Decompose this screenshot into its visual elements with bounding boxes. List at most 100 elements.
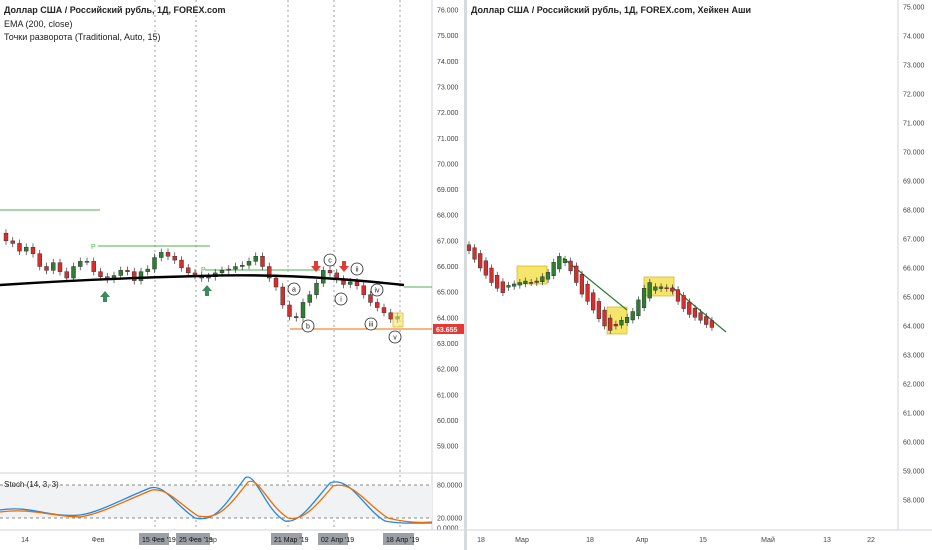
ha-candle — [528, 282, 534, 284]
price-axis-label: 62.000 — [903, 382, 925, 389]
right-chart-pane[interactable]: 75.000 74.000 73.000 72.000 71.000 70.000 69.0… — [467, 0, 932, 550]
candle — [71, 266, 76, 279]
candle — [300, 302, 306, 319]
ha-candle — [540, 276, 545, 282]
price-axis-label: 74.000 — [903, 34, 925, 41]
ha-candle — [709, 320, 714, 328]
stoch-band — [0, 485, 432, 518]
date-tag-label: 21 Мар '19 — [274, 537, 309, 544]
stoch-axis-label: 0.0000 — [437, 526, 459, 533]
wave-label-circle — [301, 319, 315, 333]
wave-label-circle — [364, 317, 378, 331]
pivot-label: P — [91, 244, 96, 251]
wave-label: v — [393, 335, 397, 342]
ha-candle — [545, 272, 551, 280]
stoch-axis-label: 80.0000 — [437, 483, 462, 490]
ha-candle — [512, 283, 517, 287]
candle — [118, 270, 123, 276]
candle — [57, 262, 63, 272]
candle — [267, 266, 272, 279]
price-axis-label: 59.000 — [903, 469, 925, 476]
date-tag-bg — [383, 533, 414, 545]
date-tag-bg — [139, 533, 169, 545]
ha-candle — [467, 244, 471, 251]
candle — [91, 261, 96, 272]
wave-label-circle — [370, 283, 384, 297]
candle — [3, 232, 9, 242]
ha-candle — [608, 317, 613, 331]
left-chart-canvas[interactable]: 76.000 75.000 74.000 73.000 72.000 71.000 70.0… — [0, 0, 466, 550]
candle — [186, 267, 191, 274]
candle — [145, 268, 150, 272]
candle — [307, 294, 312, 303]
candle — [30, 247, 36, 254]
trend-line — [671, 286, 727, 333]
candle — [273, 277, 279, 288]
price-axis-label: 58.000 — [903, 498, 925, 505]
ema-line — [0, 274, 405, 287]
date-tag: 25 Фев '19 — [176, 533, 213, 545]
wave-label-circle — [350, 262, 364, 276]
price-axis-label: 67.000 — [903, 237, 925, 244]
candle — [226, 268, 231, 271]
price-axis-label: 68.000 — [903, 208, 925, 215]
price-axis-label: 64.000 — [437, 315, 459, 322]
price-axis-label: 60.000 — [903, 440, 925, 447]
candle — [233, 266, 238, 270]
stoch-k-line — [0, 476, 433, 524]
time-axis-label: Мар — [515, 537, 529, 544]
pivot-indicator-label[interactable]: Точки разворота (Traditional, Auto, 15) — [4, 32, 161, 42]
candle — [24, 247, 29, 252]
ha-candle — [500, 281, 505, 293]
left-chart-pane[interactable]: 76.000 75.000 74.000 73.000 72.000 71.000 70.0… — [0, 0, 466, 550]
time-axis-label: 18 — [586, 537, 594, 544]
candle — [132, 271, 137, 281]
ha-candle — [591, 292, 596, 311]
stoch-d-line — [0, 480, 433, 524]
price-axis-label: 69.000 — [903, 179, 925, 186]
candle — [159, 252, 164, 258]
price-axis-label: 61.000 — [903, 411, 925, 418]
price-axis-label: 65.000 — [437, 290, 459, 297]
ha-candle — [585, 283, 590, 302]
candle — [381, 307, 387, 313]
price-axis-label: 76.000 — [437, 8, 459, 15]
trend-line — [562, 257, 628, 311]
ha-candle — [478, 253, 483, 269]
candle — [253, 256, 258, 262]
pane-divider[interactable] — [464, 0, 467, 550]
wave-label: b — [306, 324, 310, 331]
price-axis-label: 61.000 — [437, 392, 459, 399]
time-axis-label: 15 — [699, 537, 707, 544]
price-axis-label: 62.000 — [437, 367, 459, 374]
ha-candle — [557, 256, 562, 270]
price-axis-label: 59.000 — [437, 444, 459, 451]
wave-label: a — [292, 287, 296, 294]
price-axis-label: 73.000 — [903, 63, 925, 70]
price-axis-label: 74.000 — [437, 59, 459, 66]
candle — [327, 270, 333, 274]
candle — [368, 294, 373, 303]
price-axis-label: 73.000 — [437, 84, 459, 91]
ema-indicator-label[interactable]: EMA (200, close) — [4, 19, 73, 29]
candle — [84, 261, 90, 263]
ha-candle — [579, 274, 584, 295]
ha-candle — [602, 309, 607, 327]
date-tag: 18 Апр '19 — [383, 533, 419, 545]
left-chart-title: Доллар США / Российский рубль, 1Д, FOREX… — [4, 5, 226, 15]
ha-candle — [489, 267, 494, 283]
stoch-indicator-label[interactable]: Stoch (14, 3, 3) — [4, 480, 59, 489]
candle — [260, 256, 265, 267]
price-axis-label: 60.000 — [437, 418, 459, 425]
candle — [165, 252, 171, 257]
buy-arrow-icon — [202, 285, 212, 296]
ha-candle — [636, 299, 641, 316]
right-chart-canvas[interactable]: 75.000 74.000 73.000 72.000 71.000 70.000 69.0… — [467, 0, 932, 550]
price-axis-label: 68.000 — [437, 213, 459, 220]
candle — [64, 271, 69, 279]
time-axis-label: Фев — [92, 537, 105, 544]
price-axis-label: 64.000 — [903, 324, 925, 331]
candle — [138, 271, 144, 281]
date-tag: 15 Фев '19 — [139, 533, 176, 545]
highlight-box — [392, 312, 404, 328]
